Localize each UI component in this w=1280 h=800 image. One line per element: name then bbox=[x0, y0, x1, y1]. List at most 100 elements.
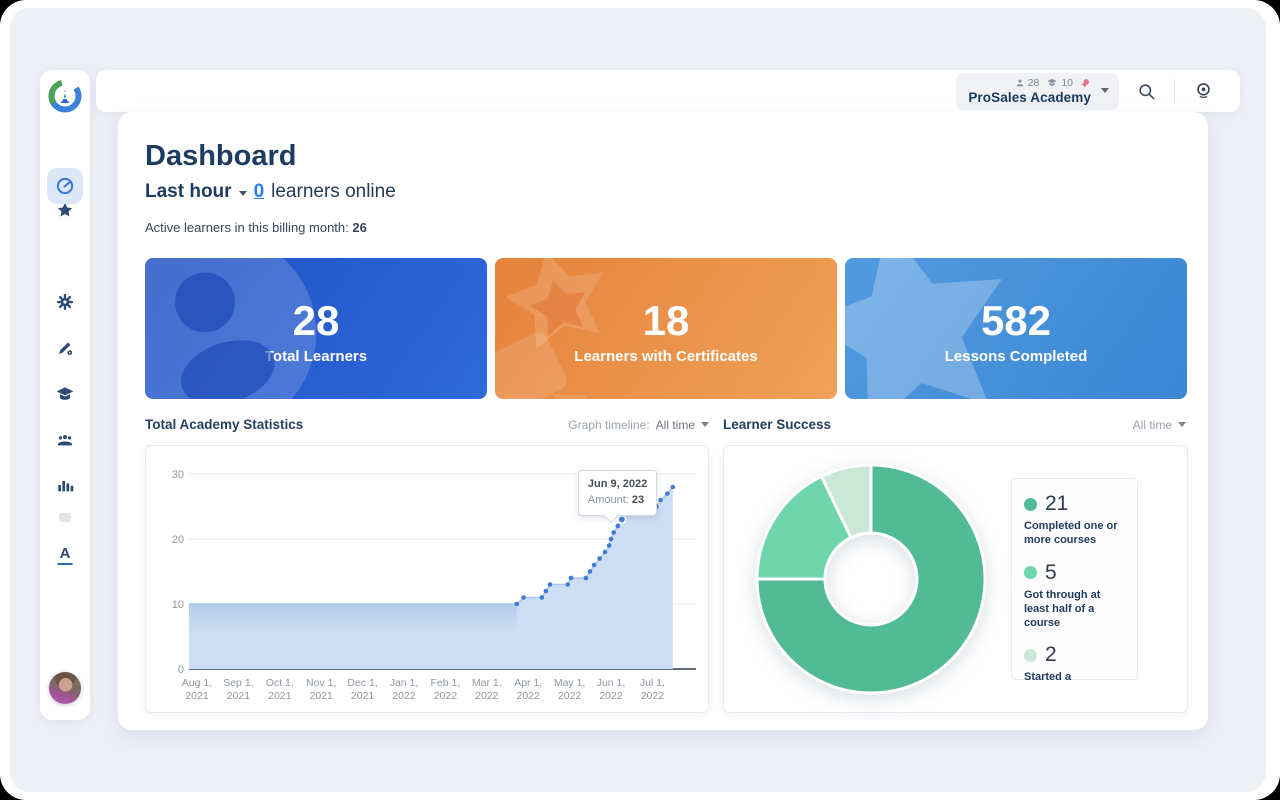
y-tick-label: 20 bbox=[172, 534, 184, 546]
graduation-cap-icon bbox=[1047, 78, 1057, 86]
legend-item: 21 Completed one or more courses bbox=[1024, 492, 1125, 548]
sidebar-item-courses[interactable] bbox=[55, 384, 75, 404]
chevron-down-icon bbox=[701, 422, 709, 427]
main-panel: Dashboard Last hour 0 learners online Ac… bbox=[118, 112, 1208, 730]
stat-cards-row: 28 Total Learners 18 Learners with Certi… bbox=[145, 258, 1187, 399]
stat-label: Total Learners bbox=[264, 348, 368, 365]
x-tick-label: Aug 1, 2021 bbox=[182, 677, 212, 702]
success-title: Learner Success bbox=[723, 417, 832, 432]
chart-dot bbox=[602, 549, 608, 555]
avatar bbox=[49, 672, 81, 704]
legend-value: 5 bbox=[1045, 560, 1057, 584]
academy-switcher[interactable]: 28 10 ProSales Academy bbox=[956, 72, 1119, 110]
success-timeline-dropdown[interactable]: All time bbox=[1133, 418, 1186, 432]
customize-pen-icon bbox=[59, 342, 73, 356]
billing-month-value: 26 bbox=[352, 220, 367, 235]
top-header: 28 10 ProSales Academy bbox=[96, 70, 1240, 112]
donut-svg bbox=[755, 463, 987, 695]
billing-month-note: Active learners in this billing month: 2… bbox=[145, 220, 367, 235]
sidebar-item-dashboard[interactable] bbox=[56, 177, 75, 196]
academyocean-logo-icon: A bbox=[48, 79, 82, 113]
sidebar-item-extra[interactable] bbox=[59, 513, 71, 523]
search-button[interactable] bbox=[1137, 82, 1156, 101]
academy-badges: 28 10 bbox=[1015, 77, 1091, 89]
legend-dot-icon bbox=[1024, 648, 1037, 662]
sidebar-item-favorites[interactable] bbox=[56, 201, 74, 219]
highlight-dot bbox=[618, 516, 625, 523]
sidebar-item-reports[interactable] bbox=[56, 476, 75, 495]
sidebar-item-settings[interactable] bbox=[56, 293, 75, 312]
graduation-cap-icon bbox=[56, 387, 74, 400]
legend-dot-icon bbox=[1024, 497, 1037, 511]
chart-dot bbox=[587, 569, 593, 574]
faint-extra-icon bbox=[59, 513, 71, 522]
font-a-icon: A bbox=[57, 545, 73, 565]
star-icon bbox=[57, 202, 73, 217]
x-tick-label: Nov 1, 2021 bbox=[306, 677, 336, 702]
last-hour-dropdown[interactable]: Last hour bbox=[145, 181, 232, 202]
stat-value: 18 bbox=[642, 297, 690, 344]
chevron-down-icon[interactable] bbox=[238, 190, 247, 196]
success-section-header: Learner Success All time bbox=[723, 417, 1186, 432]
legend-item: 2 Started a bbox=[1024, 643, 1125, 684]
legend-value: 2 bbox=[1045, 643, 1057, 667]
gear-icon bbox=[56, 293, 74, 311]
chart-dot bbox=[543, 588, 549, 594]
chevron-down-icon bbox=[1101, 88, 1109, 93]
x-tick-label: Feb 1, 2022 bbox=[431, 677, 461, 702]
statistics-title: Total Academy Statistics bbox=[145, 417, 304, 432]
chart-tooltip: Jun 9, 2022 Amount: 23 bbox=[577, 469, 658, 523]
sidebar-item-learners[interactable] bbox=[55, 430, 75, 450]
chart-dot bbox=[608, 536, 614, 542]
chart-dot bbox=[665, 491, 670, 496]
sidebar-logo[interactable]: A bbox=[48, 79, 82, 113]
x-tick-label: Jan 1, 2022 bbox=[390, 677, 419, 702]
x-tick-label: Dec 1, 2021 bbox=[347, 677, 377, 702]
people-group-icon bbox=[57, 435, 73, 446]
chart-dot bbox=[591, 562, 597, 568]
legend-label: Completed one or more courses bbox=[1024, 520, 1118, 547]
online-suffix: learners online bbox=[271, 181, 396, 202]
y-tick-label: 30 bbox=[172, 469, 184, 481]
donut-slice bbox=[820, 463, 873, 540]
x-tick-label: Oct 1, 2021 bbox=[266, 677, 294, 702]
sidebar-user[interactable] bbox=[49, 672, 81, 704]
chart-dot bbox=[539, 595, 545, 600]
x-tick-label: Mar 1, 2022 bbox=[472, 677, 502, 702]
stat-label: Learners with Certificates bbox=[574, 348, 758, 365]
legend-label: Got through at least half of a course bbox=[1024, 588, 1101, 630]
chevron-down-icon bbox=[1178, 422, 1186, 427]
lessons-completed-card: 582 Lessons Completed bbox=[845, 258, 1187, 399]
chart-dot bbox=[670, 484, 676, 490]
graph-timeline-dropdown[interactable]: Graph timeline: All time bbox=[568, 418, 709, 432]
learner-preview-button[interactable] bbox=[1193, 81, 1214, 101]
chart-dot bbox=[514, 601, 520, 607]
statistics-section-header: Total Academy Statistics Graph timeline:… bbox=[145, 417, 709, 432]
chart-dot bbox=[565, 582, 570, 587]
chart-dot bbox=[547, 582, 553, 587]
online-count-link[interactable]: 0 bbox=[253, 181, 265, 202]
chart-dot bbox=[611, 530, 616, 535]
chart-dot bbox=[583, 575, 589, 581]
x-tick-label: Jun 1, 2022 bbox=[597, 677, 626, 702]
certificate-ribbon-icon bbox=[1080, 77, 1091, 89]
stat-value: 582 bbox=[980, 297, 1052, 344]
chart-dot bbox=[568, 575, 574, 581]
sidebar-item-fonts[interactable]: A bbox=[57, 545, 73, 565]
donut-legend: 21 Completed one or more courses 5 Got t… bbox=[1011, 478, 1138, 683]
x-tick-label: Apr 1, 2022 bbox=[514, 677, 542, 702]
dashboard-gauge-icon bbox=[56, 177, 74, 195]
chart-dot bbox=[615, 523, 621, 529]
learners-count-badge: 28 bbox=[1015, 77, 1039, 89]
learner-success-donut bbox=[724, 446, 1187, 717]
y-tick-label: 10 bbox=[172, 599, 184, 611]
legend-item: 5 Got through at least half of a course bbox=[1024, 561, 1125, 631]
stat-label: Lessons Completed bbox=[944, 348, 1088, 365]
donut-slice bbox=[755, 463, 987, 695]
chart-dot bbox=[606, 543, 612, 548]
sidebar: A bbox=[40, 70, 90, 720]
tooltip-label: Amount: bbox=[587, 494, 629, 506]
sidebar-item-customization[interactable] bbox=[56, 339, 75, 358]
area-chart-svg: 0 10 20 30 Aug 1, 2021 Sep 1, 2021 Oct 1, 2021… bbox=[172, 469, 696, 702]
